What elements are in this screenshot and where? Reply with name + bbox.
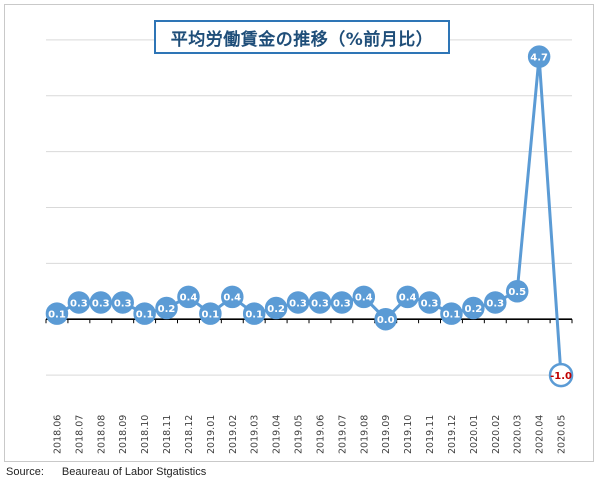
- x-tick-label: 2019.11: [425, 415, 436, 454]
- data-point: [286, 291, 310, 314]
- data-label: 0.1: [443, 309, 461, 320]
- data-point: [133, 302, 156, 325]
- data-label: 0.4: [223, 293, 241, 304]
- x-tick-label: 2018.09: [118, 415, 129, 454]
- x-tick-labels: 2018.06 2018.07 2018.08 2018.09 2018.10 2018.…: [52, 415, 567, 454]
- data-point: [418, 291, 441, 314]
- data-label: 0.4: [180, 293, 198, 304]
- x-tick-label: 2020.02: [491, 415, 502, 454]
- data-label: 0.2: [158, 304, 176, 315]
- data-label: 0.3: [289, 298, 307, 309]
- x-tick-label: 2019.03: [250, 415, 261, 454]
- data-point: [330, 291, 354, 314]
- data-label: 0.1: [136, 309, 154, 320]
- data-label: 0.0: [377, 315, 395, 326]
- chart-frame: [4, 4, 594, 462]
- x-tick-label: 2019.01: [206, 415, 217, 454]
- zero-axis: [45, 318, 573, 324]
- data-label: 0.5: [508, 287, 526, 298]
- data-label: 0.4: [399, 293, 417, 304]
- data-label: 0.3: [421, 298, 439, 309]
- data-point: [155, 296, 178, 320]
- x-tick-label: 2020.03: [513, 415, 524, 454]
- data-point: [352, 285, 376, 309]
- data-point: [396, 285, 419, 309]
- series-polyline: [56, 55, 563, 376]
- x-tick-label: 2018.07: [74, 415, 85, 454]
- x-tick-label: 2019.04: [272, 415, 283, 454]
- x-tick-label: 2018.12: [184, 415, 195, 454]
- data-point: [484, 291, 507, 314]
- data-point: [462, 296, 485, 320]
- data-label: 0.1: [202, 309, 220, 320]
- x-tick-label: 2020.01: [469, 415, 480, 454]
- data-point: [177, 285, 200, 309]
- data-point: [527, 45, 551, 68]
- x-tick-label: 2020.05: [557, 415, 568, 454]
- x-tick-label: 2019.07: [337, 415, 348, 454]
- data-label: 0.3: [114, 298, 132, 309]
- data-label: 0.3: [311, 298, 329, 309]
- data-point: [308, 291, 332, 314]
- data-label: -1.0: [550, 371, 572, 382]
- x-tick-label: 2019.09: [381, 415, 392, 454]
- data-label: 0.2: [267, 304, 285, 315]
- data-label: 0.3: [486, 298, 504, 309]
- source-note: Source: Beaureau of Labor Stgatistics: [6, 466, 206, 478]
- data-point: [548, 362, 574, 388]
- data-label: 0.2: [465, 304, 483, 315]
- data-label: 0.3: [92, 298, 110, 309]
- data-point: [440, 302, 463, 325]
- x-tick-label: 2019.12: [447, 415, 458, 454]
- series-line: [56, 55, 563, 376]
- x-tick-label: 2018.06: [52, 415, 63, 454]
- x-tick-label: 2019.02: [228, 415, 239, 454]
- x-tick-label: 2018.11: [162, 415, 173, 454]
- x-tick-label: 2019.06: [315, 415, 326, 454]
- data-point: [45, 302, 69, 325]
- data-label: 0.1: [48, 309, 66, 320]
- data-point: [264, 296, 288, 320]
- data-label: 0.3: [70, 298, 88, 309]
- x-tick-label: 2018.08: [96, 415, 107, 454]
- data-point: [374, 307, 397, 331]
- chart-title: 平均労働賃金の推移（%前月比）: [154, 20, 450, 54]
- data-points: 0.10.3 0.3 0.30.10.20.40.10.40.10.20.3 0.3 0…: [45, 45, 574, 388]
- x-tick-label: 2019.10: [403, 415, 414, 454]
- data-label: 0.4: [355, 293, 373, 304]
- data-point: [505, 280, 529, 303]
- data-point: [111, 291, 134, 314]
- x-tick-label: 2019.05: [294, 415, 305, 454]
- data-label: 0.3: [333, 298, 351, 309]
- x-tick-label: 2018.10: [140, 415, 151, 454]
- data-point: [89, 291, 113, 314]
- data-point: [67, 291, 91, 314]
- data-label: 4.7: [530, 52, 548, 63]
- data-point: [242, 302, 266, 325]
- data-point: [221, 285, 244, 309]
- gridlines: [46, 39, 572, 376]
- source-text: Beaureau of Labor Stgatistics: [61, 466, 207, 478]
- x-tick-label: 2020.04: [535, 415, 546, 454]
- data-point: [199, 302, 222, 325]
- data-label: 0.1: [245, 309, 263, 320]
- source-prefix: Source:: [6, 466, 44, 478]
- x-tick-label: 2019.08: [359, 415, 370, 454]
